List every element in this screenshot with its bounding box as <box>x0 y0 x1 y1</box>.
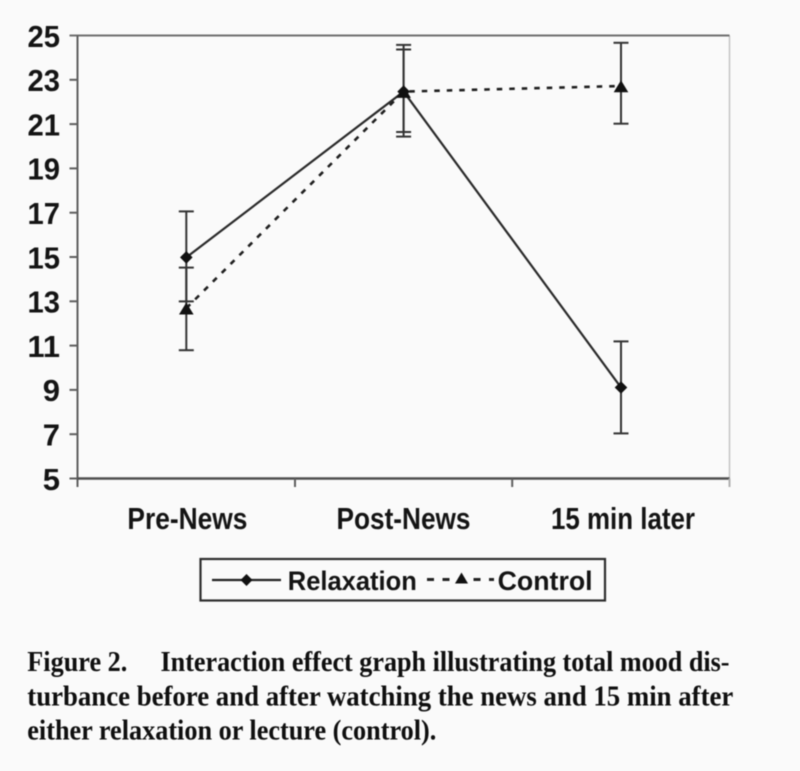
svg-text:Figure 2.: Figure 2. <box>27 646 127 678</box>
svg-text:7: 7 <box>43 418 60 453</box>
svg-text:Pre-News: Pre-News <box>127 501 247 536</box>
svg-text:5: 5 <box>43 462 60 497</box>
svg-text:17: 17 <box>28 196 61 231</box>
svg-text:11: 11 <box>28 329 61 364</box>
svg-text:23: 23 <box>28 63 61 98</box>
svg-text:Interaction effect graph illus: Interaction effect graph illustrating to… <box>161 646 730 678</box>
svg-text:Post-News: Post-News <box>337 501 471 536</box>
svg-text:21: 21 <box>28 107 61 142</box>
svg-text:15: 15 <box>28 240 61 275</box>
svg-text:9: 9 <box>43 373 60 408</box>
svg-text:Control: Control <box>498 566 593 596</box>
svg-text:19: 19 <box>28 152 61 187</box>
svg-text:15 min later: 15 min later <box>551 501 695 536</box>
svg-text:turbance before and after watc: turbance before and after watching the n… <box>27 680 733 712</box>
svg-text:25: 25 <box>28 19 61 54</box>
svg-text:either relaxation or lecture (: either relaxation or lecture (control). <box>27 715 436 747</box>
svg-text:Relaxation: Relaxation <box>288 566 417 596</box>
svg-text:13: 13 <box>28 285 61 320</box>
